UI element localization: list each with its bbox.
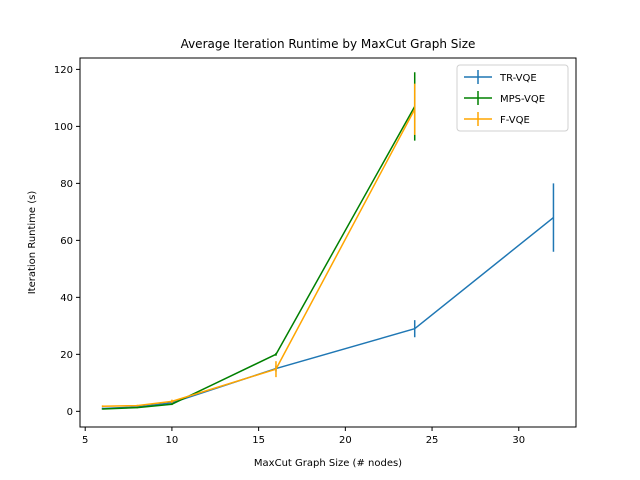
y-tick-label: 60 — [60, 236, 73, 247]
y-axis: 0 20 40 60 80 100 120 — [54, 65, 80, 418]
x-tick-label: 20 — [339, 435, 352, 446]
y-tick-label: 20 — [60, 350, 73, 361]
chart-title: Average Iteration Runtime by MaxCut Grap… — [181, 37, 476, 51]
y-axis-label: Iteration Runtime (s) — [27, 191, 38, 295]
series-line-f-vqe — [102, 108, 416, 407]
legend-label: F-VQE — [500, 115, 530, 126]
x-tick-label: 30 — [512, 435, 525, 446]
series-line-tr-vqe — [102, 216, 554, 410]
x-tick-label: 5 — [82, 435, 88, 446]
legend: TR-VQE MPS-VQE F-VQE — [456, 64, 569, 132]
x-tick-label: 10 — [166, 435, 179, 446]
x-tick-label: 25 — [426, 435, 439, 446]
y-tick-label: 40 — [60, 293, 73, 304]
x-axis-label: MaxCut Graph Size (# nodes) — [254, 458, 402, 469]
legend-label: TR-VQE — [499, 73, 537, 84]
legend-box — [456, 64, 569, 132]
y-tick-label: 100 — [54, 122, 73, 133]
y-tick-label: 80 — [60, 179, 73, 190]
y-tick-label: 120 — [54, 65, 73, 76]
legend-label: MPS-VQE — [500, 94, 545, 105]
y-tick-label: 0 — [67, 407, 73, 418]
plot-frame — [79, 57, 577, 428]
x-tick-label: 15 — [252, 435, 265, 446]
plot-area — [101, 72, 555, 410]
x-axis: 5 10 15 20 25 30 — [82, 427, 525, 446]
series-line-mps-vqe — [102, 106, 416, 410]
